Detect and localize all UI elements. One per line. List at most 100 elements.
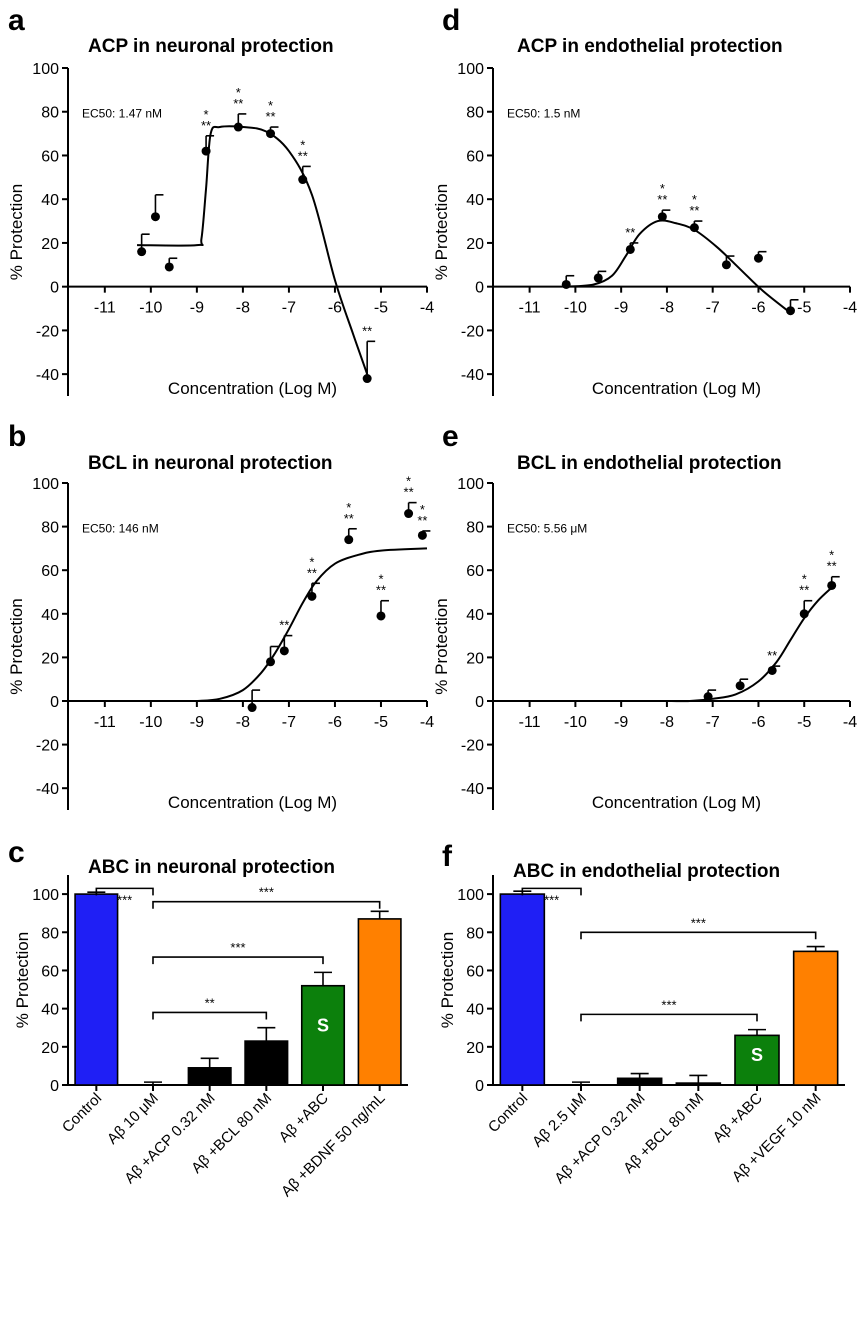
y-tick-label: 20 xyxy=(466,1040,484,1057)
significance-mark: ** xyxy=(404,485,414,500)
data-point xyxy=(137,247,147,257)
chart-panel-d: d ACP in endothelial protection % Protecti… xyxy=(432,4,857,398)
x-tick-label: -8 xyxy=(660,714,674,731)
x-tick-label: -5 xyxy=(797,714,811,731)
significance-mark: * xyxy=(378,572,383,587)
panel-label: c xyxy=(8,836,25,869)
y-tick-label: 40 xyxy=(41,192,59,209)
y-axis-label: % Protection xyxy=(438,932,457,1028)
significance-mark: ** xyxy=(417,513,427,528)
data-point xyxy=(298,175,308,185)
significance-mark: * xyxy=(802,572,807,587)
data-point xyxy=(376,611,386,621)
bar xyxy=(357,918,402,1086)
significance-bracket xyxy=(152,1011,268,1020)
y-tick-label: 60 xyxy=(466,563,484,580)
x-tick-label: -11 xyxy=(519,714,541,731)
y-tick-label: 40 xyxy=(41,607,59,624)
x-tick-label: -4 xyxy=(420,714,434,731)
significance-mark: ** xyxy=(279,618,289,633)
y-tick-label: 80 xyxy=(466,520,484,537)
y-tick-label: 80 xyxy=(41,520,59,537)
data-point xyxy=(266,657,276,667)
y-tick-label: 40 xyxy=(466,1002,484,1019)
category-label: Aβ +BDNF 50 ng/mL xyxy=(278,1090,388,1200)
panel-label: f xyxy=(442,840,453,873)
data-point xyxy=(247,703,257,713)
data-point xyxy=(362,374,372,384)
chart-panel-a: a ACP in neuronal protection % Protection -… xyxy=(7,4,434,398)
y-tick-label: 40 xyxy=(466,192,484,209)
data-point xyxy=(404,509,414,519)
y-tick-label: -40 xyxy=(36,781,59,798)
significance-mark: *** xyxy=(259,885,274,900)
y-tick-label: 20 xyxy=(41,236,59,253)
significance-mark: * xyxy=(268,98,273,113)
x-tick-label: -10 xyxy=(564,300,587,317)
x-tick-label: -8 xyxy=(236,300,250,317)
data-point xyxy=(786,306,795,316)
significance-mark: *** xyxy=(544,892,559,907)
significance-mark: * xyxy=(346,500,351,515)
y-tick-label: -20 xyxy=(461,738,484,755)
chart-title: ABC in endothelial protection xyxy=(513,861,780,882)
bar xyxy=(616,1077,663,1086)
data-point xyxy=(753,253,763,263)
y-tick-label: 100 xyxy=(32,476,59,493)
y-tick-label: 20 xyxy=(41,1040,59,1057)
chart-title: ABC in neuronal protection xyxy=(88,857,335,878)
significance-mark: *** xyxy=(117,892,132,907)
significance-mark: ** xyxy=(376,583,386,598)
chart-panel-f: f ABC in endothelial protection % Protecti… xyxy=(438,840,845,1187)
significance-mark: ** xyxy=(767,648,777,663)
category-label: Aβ +ABC xyxy=(710,1090,766,1146)
y-tick-label: 0 xyxy=(50,280,59,297)
y-tick-label: 20 xyxy=(466,650,484,667)
x-tick-label: -9 xyxy=(190,714,204,731)
significance-bracket xyxy=(95,887,154,896)
bar-label: S xyxy=(751,1045,763,1065)
significance-mark: * xyxy=(420,502,425,517)
y-tick-label: 0 xyxy=(475,1078,484,1095)
significance-mark: ** xyxy=(233,96,243,111)
y-tick-label: -40 xyxy=(36,367,59,384)
y-tick-label: 0 xyxy=(50,1078,59,1095)
data-point xyxy=(689,223,699,233)
x-tick-label: -4 xyxy=(420,300,434,317)
x-tick-label: -11 xyxy=(519,300,541,317)
y-axis-label: % Protection xyxy=(7,598,26,694)
significance-mark: ** xyxy=(689,203,699,218)
data-point xyxy=(164,262,174,272)
data-point xyxy=(307,591,317,601)
x-tick-label: -7 xyxy=(706,714,720,731)
data-point xyxy=(417,530,427,540)
significance-mark: *** xyxy=(691,915,706,930)
x-tick-label: -5 xyxy=(374,300,388,317)
x-tick-label: -7 xyxy=(706,300,720,317)
x-axis-label: Concentration (Log M) xyxy=(168,379,337,398)
data-point xyxy=(735,681,745,691)
data-point xyxy=(827,580,837,590)
significance-mark: * xyxy=(300,137,305,152)
bar-label: S xyxy=(317,1015,329,1035)
y-tick-label: 60 xyxy=(41,148,59,165)
bar xyxy=(74,893,119,1086)
y-tick-label: -20 xyxy=(36,738,59,755)
panel-label: b xyxy=(8,420,26,453)
x-tick-label: -4 xyxy=(843,300,857,317)
significance-mark: ** xyxy=(827,559,837,574)
y-tick-label: 0 xyxy=(475,694,484,711)
x-tick-label: -9 xyxy=(614,714,628,731)
data-point xyxy=(625,244,635,254)
x-tick-label: -7 xyxy=(282,714,296,731)
y-tick-label: -40 xyxy=(461,781,484,798)
y-axis-label: % Protection xyxy=(7,184,26,280)
x-axis-label: Concentration (Log M) xyxy=(168,793,337,812)
y-tick-label: 40 xyxy=(466,607,484,624)
significance-mark: * xyxy=(660,181,665,196)
data-point xyxy=(703,692,713,702)
fit-curve xyxy=(566,219,792,314)
significance-mark: *** xyxy=(661,997,676,1012)
x-tick-label: -11 xyxy=(94,300,116,317)
